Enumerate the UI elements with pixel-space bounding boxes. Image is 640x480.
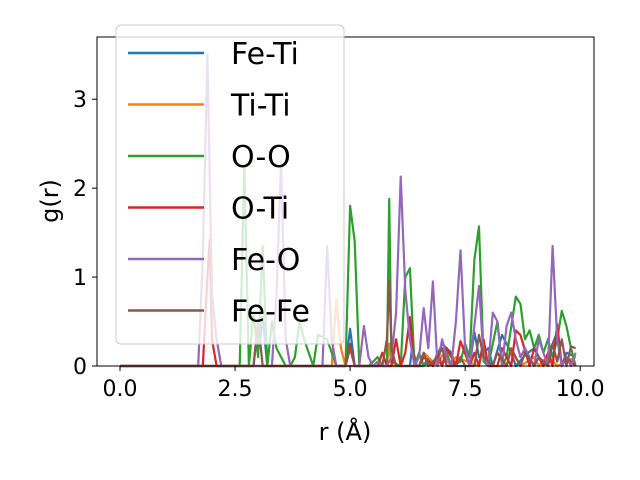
y-tick-label: 2	[73, 177, 87, 202]
y-tick-label: 0	[73, 355, 87, 380]
x-tick-label: 0.0	[103, 377, 138, 402]
y-tick-label: 1	[73, 266, 87, 291]
x-axis-label: r (Å)	[319, 417, 372, 446]
legend-label: Fe-Ti	[231, 37, 299, 72]
x-tick-label: 5.0	[333, 377, 368, 402]
legend-label: O-O	[231, 140, 291, 175]
y-axis-label: g(r)	[36, 179, 64, 223]
x-tick-label: 7.5	[448, 377, 483, 402]
legend-label: Fe-O	[231, 243, 300, 278]
legend: Fe-Ti Ti-Ti O-O O-Ti Fe-O Fe-Fe	[115, 24, 345, 345]
legend-label: Fe-Fe	[231, 295, 310, 330]
x-tick-label: 2.5	[218, 377, 253, 402]
legend-label: Ti-Ti	[230, 89, 291, 124]
x-axis: 0.0 2.5 5.0 7.5 10.0	[103, 366, 605, 402]
y-tick-label: 3	[73, 88, 87, 113]
plot-frame	[96, 36, 595, 367]
legend-label: O-Ti	[231, 192, 289, 227]
x-tick-label: 10.0	[556, 377, 605, 402]
y-axis: 0 1 2 3	[73, 88, 97, 380]
